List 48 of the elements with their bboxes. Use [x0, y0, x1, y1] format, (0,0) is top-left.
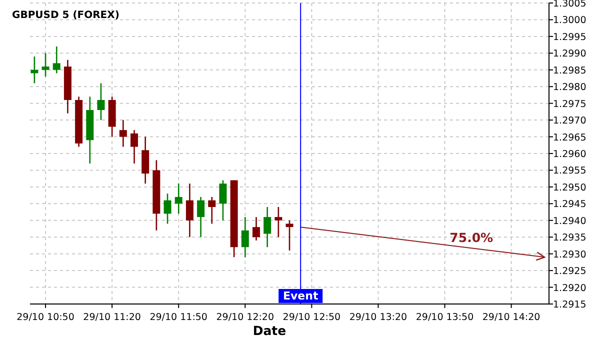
- y-tick-label: 1.2940: [553, 216, 586, 227]
- candlestick: [130, 129, 138, 164]
- y-tick-label: 1.2965: [553, 132, 586, 144]
- y-tick-label: 1.2980: [553, 82, 586, 94]
- x-axis-title: Date: [252, 323, 286, 338]
- annotation: 75.0%: [450, 230, 494, 246]
- candlestick: [252, 216, 260, 242]
- candlestick: [42, 52, 50, 78]
- y-tick-label: 1.2930: [553, 249, 586, 260]
- candlestick: [30, 56, 38, 84]
- y-tick-label: 1.2935: [553, 232, 586, 244]
- x-tick-label: 29/10 11:20: [83, 312, 141, 323]
- x-tick-label: 29/10 11:50: [150, 312, 208, 323]
- x-tick-label: 29/10 12:50: [282, 312, 341, 323]
- x-tick-label: 29/10 10:50: [16, 312, 74, 323]
- x-tick-label: 29/10 12:20: [216, 312, 274, 323]
- candlestick: [219, 180, 227, 222]
- y-tick-label: 1.2955: [553, 166, 586, 177]
- candlestick: [274, 206, 282, 238]
- y-tick-label: 1.2920: [553, 282, 586, 294]
- x-tick-label: 29/10 13:20: [349, 312, 408, 323]
- x-tick-label: 29/10 13:50: [416, 312, 474, 323]
- candlestick: [208, 196, 216, 224]
- text: GBPUSD 5 (FOREX): [12, 10, 120, 21]
- y-tick-label: 1.2960: [553, 149, 586, 160]
- candlestick: [174, 182, 182, 214]
- y-tick-label: 1.2970: [553, 116, 586, 127]
- y-tick-label: 1.2915: [553, 300, 586, 310]
- y-tick-label: 1.2990: [553, 48, 586, 60]
- candlestick: [241, 216, 249, 258]
- y-tick-label: 1.2950: [553, 182, 586, 194]
- candlestick: [119, 119, 127, 148]
- y-tick-label: 1.2945: [553, 199, 586, 210]
- candlestick: [264, 206, 272, 248]
- candlestick: [142, 136, 150, 184]
- y-tick-label: 1.2995: [553, 32, 586, 43]
- candlestick: [164, 192, 172, 224]
- y-tick-label: 1.3000: [553, 15, 586, 26]
- candlestick: [97, 82, 105, 121]
- x-tick-label: 29/10 14:20: [482, 312, 540, 323]
- candlestick: [197, 196, 205, 238]
- y-tick-label: 1.2925: [553, 266, 586, 278]
- ref-line-label: Event: [282, 290, 318, 302]
- candlestick: [186, 182, 194, 238]
- candlestick: [52, 46, 60, 74]
- candlestick: [286, 220, 294, 252]
- y-tick-label: 1.2985: [553, 65, 586, 76]
- y-tick-label: 1.2975: [553, 98, 586, 110]
